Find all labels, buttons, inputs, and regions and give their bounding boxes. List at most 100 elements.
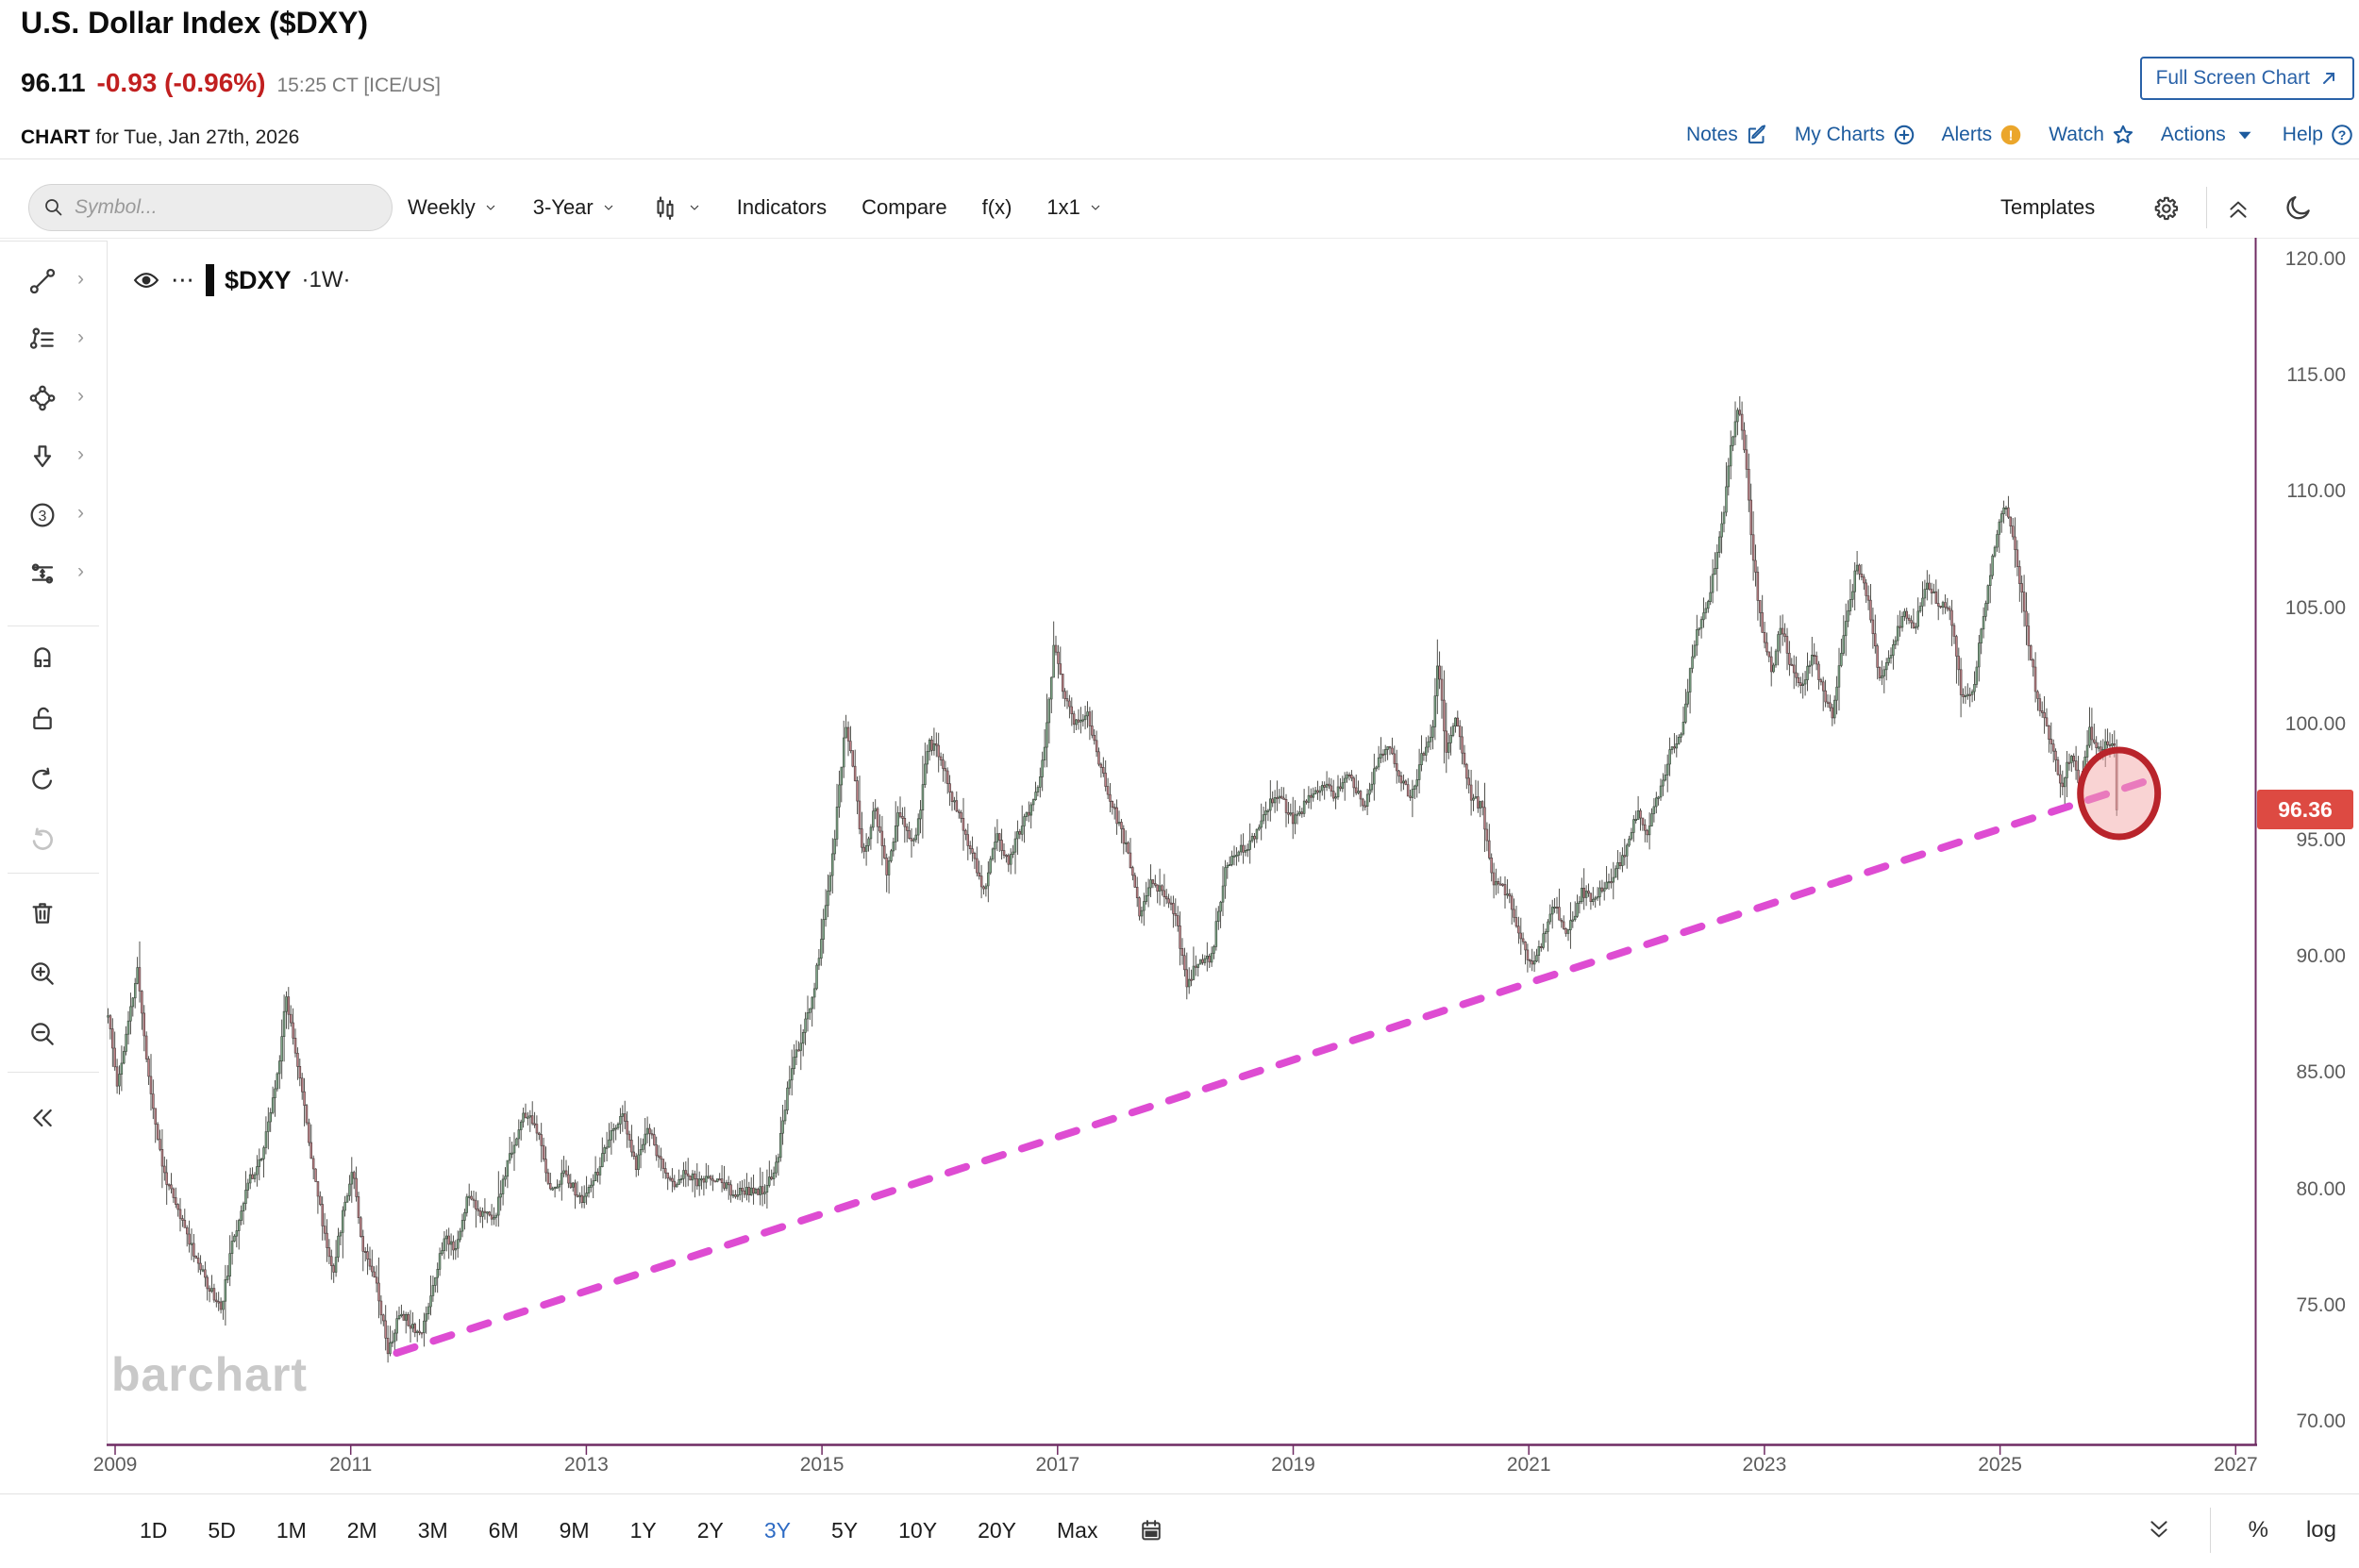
chart-toolbar: Weekly 3-Year Indicators Compare f(x) 1x1	[408, 184, 1103, 231]
period-bar-right: % log	[2146, 1504, 2336, 1557]
period-bar-divider	[0, 1493, 2359, 1494]
eye-visibility-icon[interactable]	[132, 266, 160, 294]
full-screen-chart-label: Full Screen Chart	[2155, 67, 2310, 89]
period-button-9m[interactable]: 9M	[559, 1517, 590, 1543]
header-link-label: Actions	[2160, 124, 2226, 145]
toolbar-chart-type[interactable]	[651, 193, 702, 222]
chart-legend: ⋯ $DXY ·1W·	[132, 260, 351, 300]
y-axis-tick-label: 115.00	[2286, 364, 2346, 387]
undo-tool[interactable]	[25, 761, 60, 797]
unlock-drawings-tool[interactable]	[25, 701, 60, 737]
period-button-max[interactable]: Max	[1057, 1517, 1098, 1543]
toolbar-frequency[interactable]: Weekly	[408, 195, 498, 220]
x-axis-tick-label: 2017	[1035, 1454, 1080, 1476]
period-button-20y[interactable]: 20Y	[978, 1517, 1017, 1543]
period-button-10y[interactable]: 10Y	[898, 1517, 938, 1543]
toolbar-layout[interactable]: 1x1	[1046, 195, 1102, 220]
settings-gear-icon[interactable]	[2153, 194, 2182, 223]
toolbar-indicators[interactable]: Indicators	[737, 195, 827, 220]
custom-date-range-calendar-icon[interactable]	[1138, 1517, 1164, 1543]
period-button-2m[interactable]: 2M	[346, 1517, 377, 1543]
period-bar: 1D 5D 1M 2M 3M 6M 9M 1Y 2Y 3Y 5Y 10Y 20Y Max	[140, 1504, 1164, 1557]
trendline-tool-icon	[27, 266, 58, 296]
toolbar-item-label: Weekly	[408, 195, 476, 219]
measure-tool[interactable]	[25, 556, 60, 592]
dark-mode-moon-icon[interactable]	[2284, 192, 2314, 223]
header-link-help[interactable]: Help?	[2283, 123, 2354, 147]
zoom-out-tool[interactable]	[25, 1016, 60, 1052]
measure-tool-icon	[27, 559, 58, 589]
y-axis-tick-label: 110.00	[2286, 480, 2346, 503]
redo-tool[interactable]	[25, 822, 60, 858]
header-link-watch[interactable]: Watch	[2049, 123, 2135, 147]
wave-count-tool-flyout-chevron[interactable]: ›	[77, 502, 84, 524]
period-button-1m[interactable]: 1M	[276, 1517, 307, 1543]
chart-for-date: for Tue, Jan 27th, 2026	[95, 126, 300, 148]
collapse-toolbar-chevrons-up-icon[interactable]	[2225, 195, 2251, 222]
trendline-tool-flyout-chevron[interactable]: ›	[77, 268, 84, 290]
shape-tool-flyout-chevron[interactable]: ›	[77, 385, 84, 407]
period-button-5y[interactable]: 5Y	[831, 1517, 859, 1543]
header-link-my-charts[interactable]: My Charts	[1795, 123, 1916, 147]
candles-icon	[651, 193, 679, 222]
down-candles	[109, 409, 2118, 1355]
collapse-sidebar-tool[interactable]	[25, 1100, 60, 1136]
collapse-panel-chevrons-down-icon[interactable]	[2146, 1517, 2172, 1543]
header-link-alerts[interactable]: Alerts!	[1942, 123, 2024, 147]
toolbar-range[interactable]: 3-Year	[533, 195, 616, 220]
log-scale-toggle[interactable]: log	[2305, 1517, 2336, 1543]
magnet-snap-tool[interactable]	[25, 641, 60, 676]
header-link-actions[interactable]: Actions	[2161, 123, 2257, 147]
chart-label: CHART	[21, 126, 91, 148]
y-axis-tick-label: 70.00	[2296, 1410, 2346, 1432]
legend-more-options[interactable]: ⋯	[171, 267, 195, 293]
circle-annotation[interactable]	[2077, 746, 2162, 841]
zoom-in-tool[interactable]	[25, 956, 60, 992]
y-axis-tick-label: 85.00	[2296, 1061, 2346, 1084]
arrow-tool-flyout-chevron[interactable]: ›	[77, 443, 84, 465]
period-button-1y[interactable]: 1Y	[629, 1517, 657, 1543]
undo-tool-icon	[27, 764, 58, 794]
annotations-list-tool[interactable]	[25, 322, 60, 358]
percent-scale-toggle[interactable]: %	[2248, 1517, 2268, 1543]
toolbar-item-label: f(x)	[981, 195, 1012, 219]
barchart-watermark: barchart	[111, 1348, 309, 1401]
period-button-1d[interactable]: 1D	[140, 1517, 168, 1543]
x-axis-tick-label: 2009	[92, 1454, 138, 1476]
y-axis-tick-label: 95.00	[2296, 829, 2346, 851]
wave-count-tool[interactable]: 3	[25, 497, 60, 533]
zoom-out-tool-icon	[27, 1019, 58, 1049]
shape-tool-icon	[27, 383, 58, 413]
toolbar-divider-bottom	[0, 238, 2359, 239]
measure-tool-flyout-chevron[interactable]: ›	[77, 560, 84, 582]
templates-button[interactable]: Templates	[2000, 184, 2095, 231]
shape-tool[interactable]	[25, 380, 60, 416]
sidebar-separator	[8, 873, 99, 874]
last-price: 96.11	[21, 68, 86, 97]
period-button-6m[interactable]: 6M	[488, 1517, 519, 1543]
trendline-tool[interactable]	[25, 263, 60, 299]
chart-canvas[interactable]	[0, 238, 2359, 1493]
header-link-label: My Charts	[1794, 124, 1885, 145]
delete-drawings-tool[interactable]	[25, 895, 60, 931]
header-link-notes[interactable]: Notes	[1686, 123, 1769, 147]
period-button-3m[interactable]: 3M	[417, 1517, 448, 1543]
page-title: U.S. Dollar Index ($DXY)	[21, 6, 369, 40]
toolbar-compare[interactable]: Compare	[862, 195, 946, 220]
toolbar-functions[interactable]: f(x)	[982, 195, 1012, 220]
y-axis-tick-label: 100.00	[2284, 712, 2346, 735]
legend-interval: ·1W·	[301, 267, 351, 292]
annotations-list-tool-icon	[27, 325, 58, 355]
period-button-3y[interactable]: 3Y	[763, 1517, 791, 1543]
symbol-search-input[interactable]	[73, 195, 360, 220]
symbol-search[interactable]	[28, 184, 393, 231]
arrow-tool[interactable]	[25, 439, 60, 475]
period-button-5d[interactable]: 5D	[208, 1517, 236, 1543]
trendline-annotation[interactable]	[393, 773, 2165, 1358]
magnet-snap-tool-icon	[27, 643, 58, 674]
header-links: Notes My Charts Alerts! Watch Actions Help?	[1686, 123, 2354, 147]
chart-for-line: CHART for Tue, Jan 27th, 2026	[21, 126, 299, 149]
period-button-2y[interactable]: 2Y	[696, 1517, 724, 1543]
annotations-list-tool-flyout-chevron[interactable]: ›	[77, 326, 84, 348]
full-screen-chart-button[interactable]: Full Screen Chart	[2139, 57, 2354, 100]
